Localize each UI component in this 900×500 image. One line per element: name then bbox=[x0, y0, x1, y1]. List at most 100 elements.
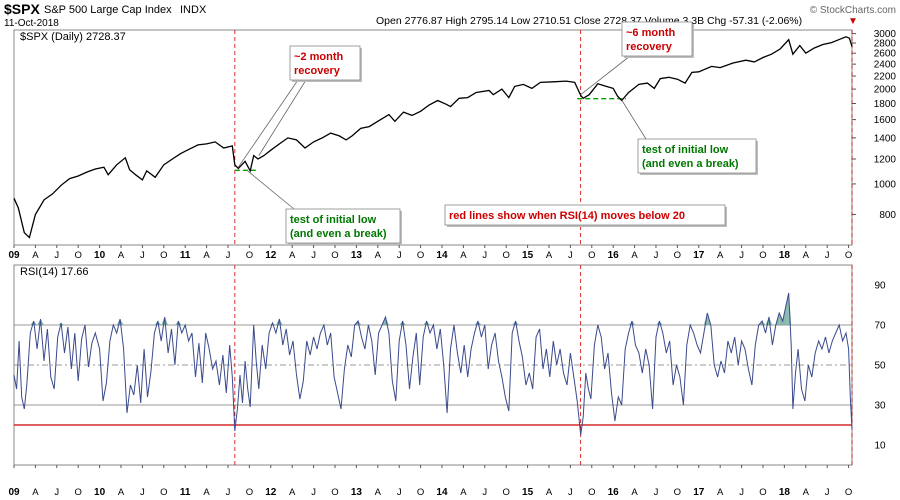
year-tick-label: 15 bbox=[522, 487, 534, 498]
annotation-box bbox=[289, 45, 361, 81]
month-tick-label: A bbox=[118, 250, 125, 261]
month-tick-label: O bbox=[75, 250, 82, 261]
annotation-pointer bbox=[237, 79, 299, 168]
rsi-tick-label: 30 bbox=[874, 401, 886, 412]
rsi-panel-frame bbox=[13, 264, 853, 466]
year-tick-label: 11 bbox=[180, 487, 191, 498]
month-tick-label: O bbox=[160, 487, 167, 498]
month-tick-label: O bbox=[417, 487, 424, 498]
year-tick-label: 10 bbox=[94, 487, 106, 498]
rsi-tick-label: 70 bbox=[874, 321, 886, 332]
rsi-legend: RSI(14) 17.66 bbox=[20, 266, 88, 278]
month-tick-label: J bbox=[739, 250, 744, 261]
exchange-label: INDX bbox=[180, 4, 207, 16]
year-tick-label: 09 bbox=[8, 250, 20, 261]
year-tick-label: 16 bbox=[608, 487, 620, 498]
annotation-text: test of initial low bbox=[642, 144, 729, 156]
month-tick-label: A bbox=[32, 487, 39, 498]
month-tick-label: A bbox=[375, 250, 382, 261]
annotation-text: recovery bbox=[294, 65, 341, 77]
year-tick-label: 15 bbox=[522, 250, 534, 261]
month-tick-label: A bbox=[717, 487, 724, 498]
month-tick-label: J bbox=[825, 487, 830, 498]
watermark: © StockCharts.com bbox=[810, 5, 896, 16]
month-tick-label: J bbox=[226, 487, 231, 498]
year-tick-label: 14 bbox=[436, 250, 448, 261]
month-tick-label: A bbox=[803, 250, 810, 261]
price-tick-label: 1800 bbox=[874, 99, 897, 110]
date-label: 11-Oct-2018 bbox=[4, 18, 59, 29]
symbol-label: $SPX bbox=[4, 1, 40, 17]
year-tick-label: 17 bbox=[693, 250, 705, 261]
price-tick-label: 1000 bbox=[874, 179, 897, 190]
month-tick-label: O bbox=[331, 487, 338, 498]
annotation-box bbox=[637, 138, 757, 174]
year-tick-label: 12 bbox=[265, 250, 277, 261]
spx-price-line bbox=[13, 36, 853, 239]
month-tick-label: O bbox=[246, 487, 253, 498]
month-tick-label: A bbox=[289, 250, 296, 261]
price-tick-label: 2000 bbox=[874, 85, 897, 96]
month-tick-label: O bbox=[588, 250, 595, 261]
rsi-tick-label: 10 bbox=[874, 441, 886, 452]
rsi-overbought-fill bbox=[174, 321, 179, 325]
year-tick-label: 13 bbox=[351, 250, 363, 261]
annotation-text: test of initial low bbox=[290, 214, 377, 226]
month-tick-label: O bbox=[502, 250, 509, 261]
annotation-pointer bbox=[258, 79, 307, 156]
month-tick-label: A bbox=[460, 487, 467, 498]
month-tick-label: J bbox=[397, 487, 402, 498]
quote-line: Open 2776.87 High 2795.14 Low 2710.51 Cl… bbox=[376, 15, 802, 27]
month-tick-label: O bbox=[502, 487, 509, 498]
month-tick-label: J bbox=[739, 487, 744, 498]
month-tick-label: J bbox=[311, 487, 316, 498]
annotations: ~2 month recovery ~6 month recovery test of … bbox=[237, 21, 758, 245]
month-tick-label: O bbox=[246, 250, 253, 261]
annotation-pointer bbox=[247, 170, 295, 210]
month-tick-label: A bbox=[118, 487, 125, 498]
annotation-box bbox=[621, 21, 693, 57]
month-tick-label: J bbox=[654, 487, 659, 498]
month-tick-label: O bbox=[331, 250, 338, 261]
annotation-text: red lines show when RSI(14) moves below … bbox=[449, 210, 685, 222]
month-tick-label: J bbox=[54, 487, 59, 498]
month-tick-label: J bbox=[568, 487, 573, 498]
rsi-tick-label: 90 bbox=[874, 281, 886, 292]
price-tick-label: 800 bbox=[879, 210, 896, 221]
month-tick-label: A bbox=[546, 250, 553, 261]
month-tick-label: J bbox=[54, 250, 59, 261]
month-tick-label: A bbox=[631, 487, 638, 498]
price-tick-label: 2200 bbox=[874, 72, 897, 83]
price-tick-label: 2400 bbox=[874, 60, 897, 71]
price-tick-label: 1400 bbox=[874, 133, 897, 144]
month-tick-label: O bbox=[845, 250, 852, 261]
month-tick-label: O bbox=[759, 250, 766, 261]
x-axis-lower: 09 A J O 10 A J O 11 A J O 12 A J O 13 A J O 14 A J O 15 A J O 16 A J O… bbox=[8, 465, 852, 498]
month-tick-label: O bbox=[75, 487, 82, 498]
year-tick-label: 18 bbox=[779, 487, 791, 498]
year-tick-label: 17 bbox=[693, 487, 705, 498]
rsi-panel: 10 30 50 70 90 bbox=[13, 264, 886, 466]
month-tick-label: J bbox=[482, 250, 487, 261]
month-tick-label: O bbox=[160, 250, 167, 261]
month-tick-label: A bbox=[289, 487, 296, 498]
price-tick-label: 2800 bbox=[874, 39, 897, 50]
month-tick-label: J bbox=[226, 250, 231, 261]
price-tick-label: 1200 bbox=[874, 154, 897, 165]
month-tick-label: J bbox=[568, 250, 573, 261]
year-tick-label: 10 bbox=[94, 250, 106, 261]
year-tick-label: 16 bbox=[608, 250, 620, 261]
month-tick-label: A bbox=[375, 487, 382, 498]
month-tick-label: J bbox=[140, 487, 145, 498]
annotation-text: (and even a break) bbox=[642, 158, 739, 170]
rsi-overbought-fill bbox=[786, 293, 789, 325]
annotation-box bbox=[444, 204, 726, 226]
annotation-box bbox=[285, 208, 401, 244]
month-tick-label: O bbox=[588, 487, 595, 498]
month-tick-label: A bbox=[803, 487, 810, 498]
annotation-text: (and even a break) bbox=[290, 228, 387, 240]
year-tick-label: 09 bbox=[8, 487, 20, 498]
month-tick-label: A bbox=[631, 250, 638, 261]
price-tick-label: 1600 bbox=[874, 115, 897, 126]
